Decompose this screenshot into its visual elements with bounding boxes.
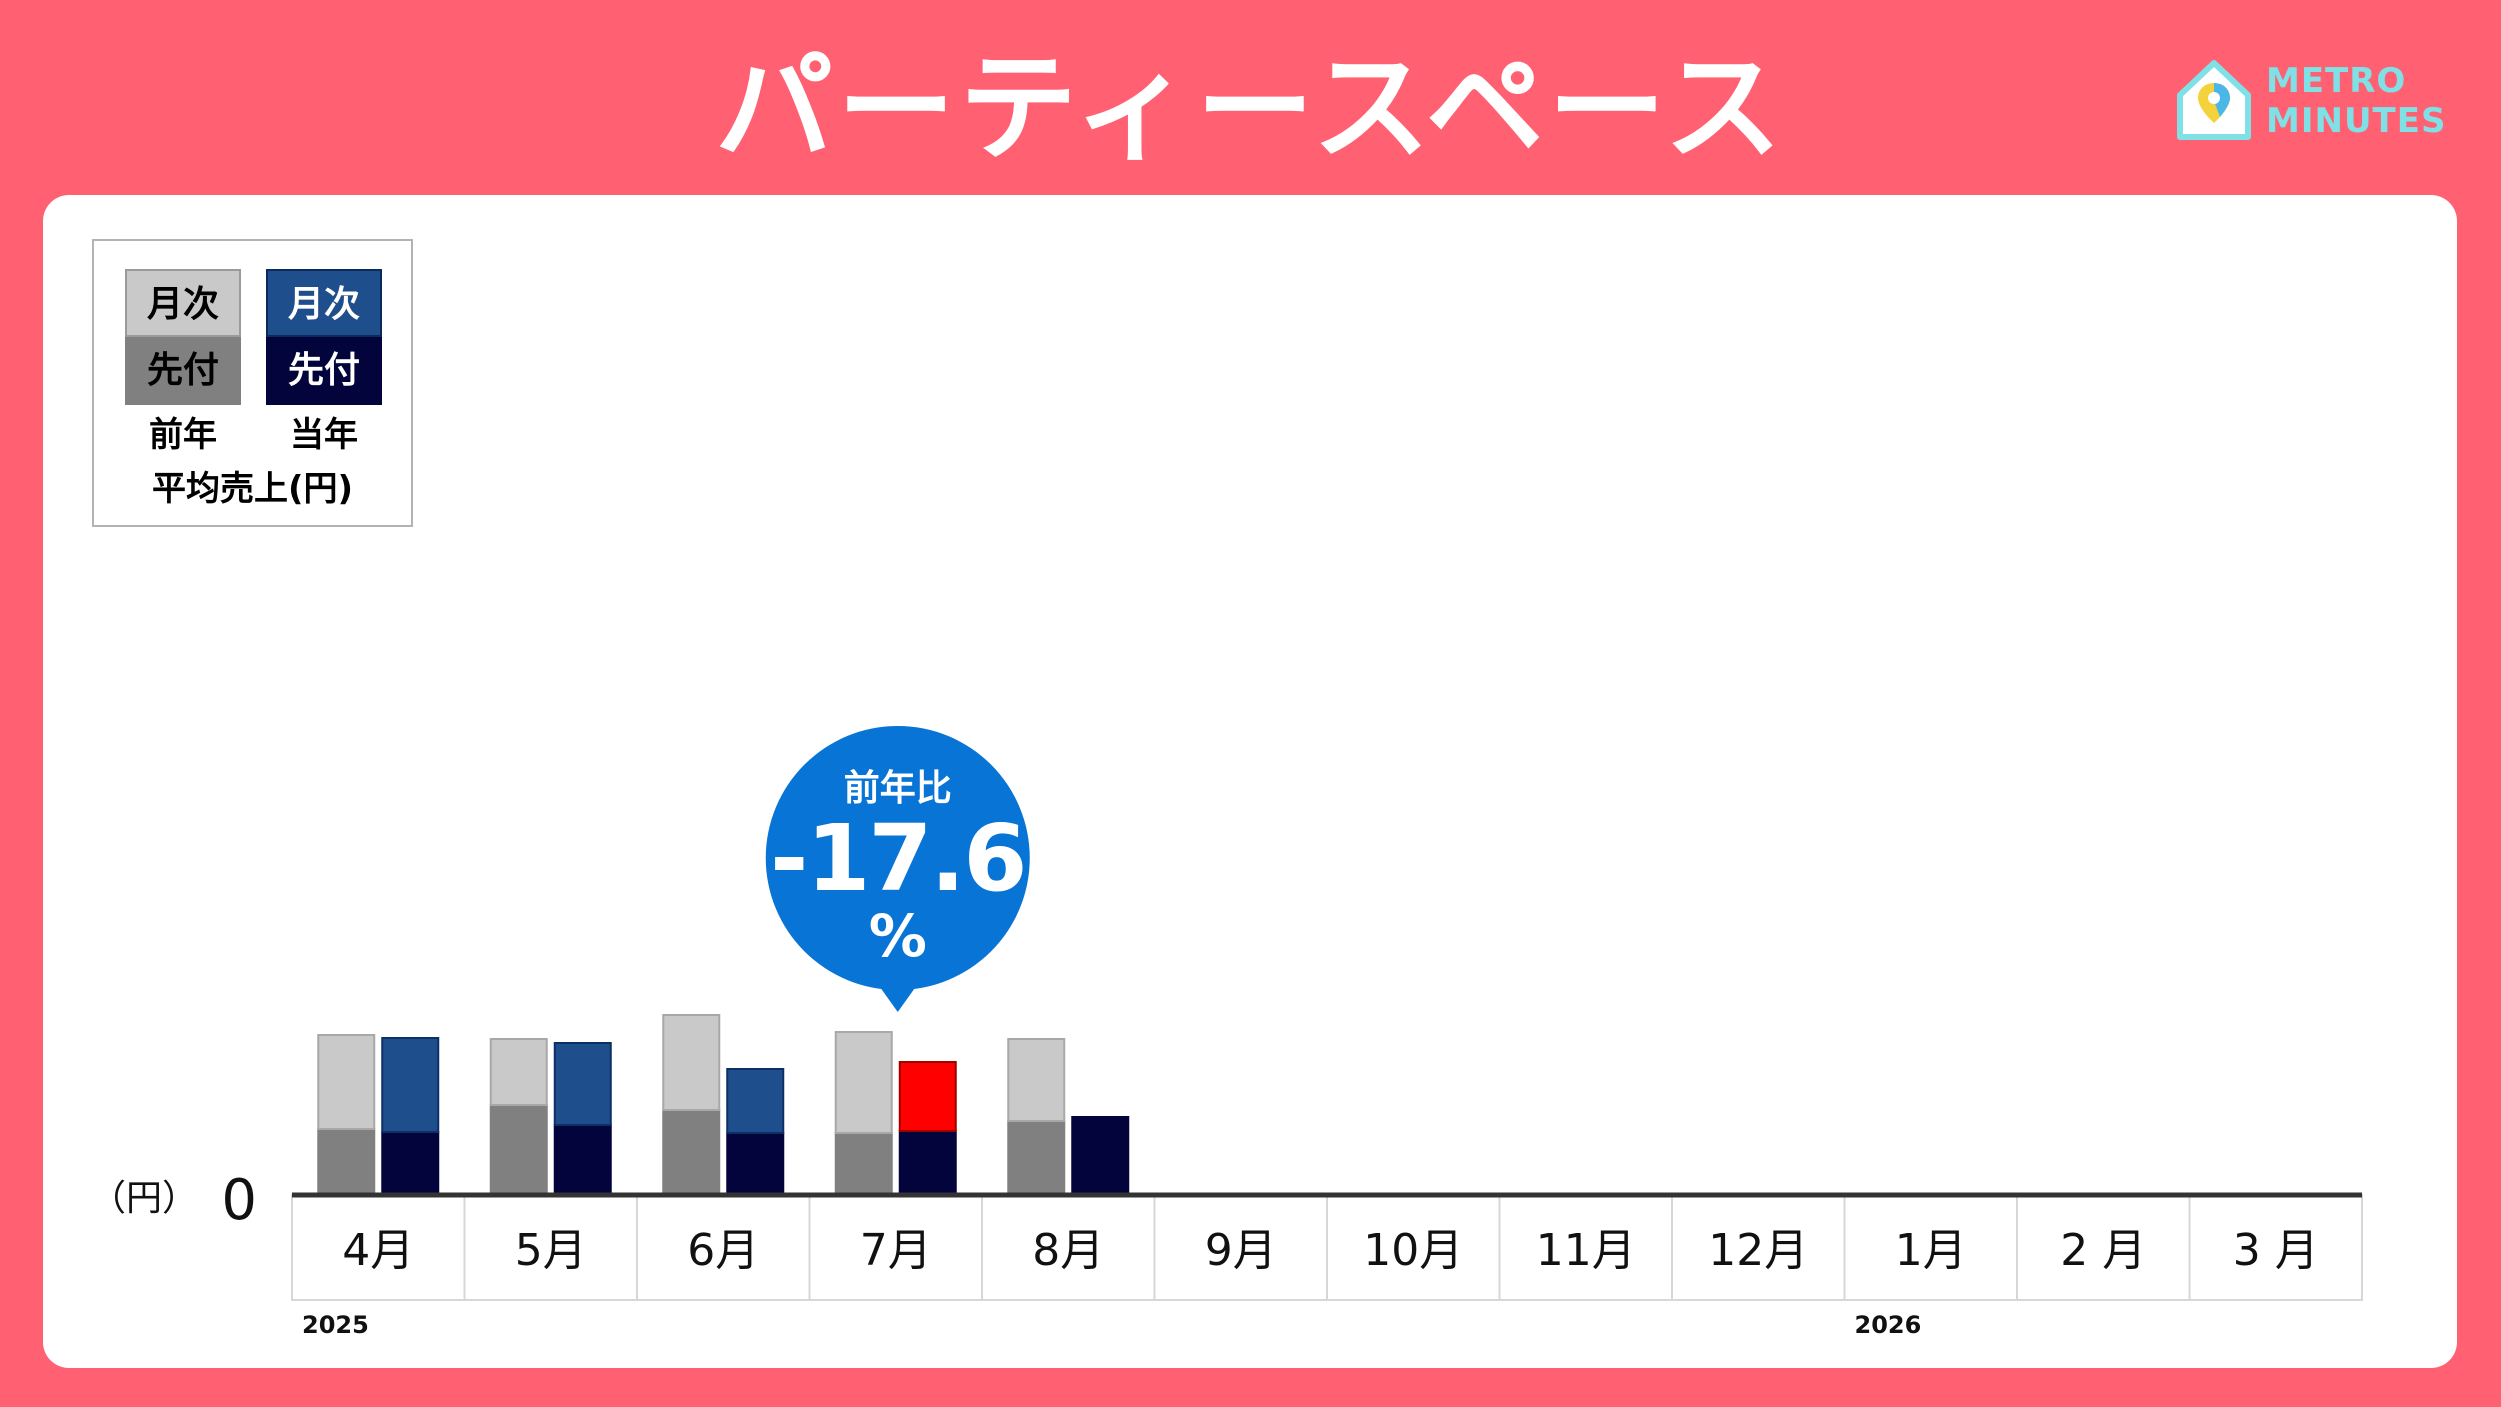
- legend-curr-monthly-swatch: 月次: [266, 269, 382, 337]
- bar-curr-monthly-highlight: [898, 1061, 957, 1132]
- y-zero-label: 0: [221, 1168, 257, 1233]
- bar-curr-advance: [381, 1131, 440, 1196]
- x-category-cell: [1326, 1194, 1501, 1301]
- legend-prev-advance-swatch: 先付: [125, 337, 241, 405]
- x-category-cell: [2188, 1194, 2363, 1301]
- brand-logo: METRO MINUTES: [2170, 55, 2445, 155]
- bar-prev-advance: [317, 1128, 376, 1196]
- x-tick-label: 10月: [1363, 1225, 1463, 1276]
- legend: 月次 先付 月次 先付 前年 当年 平均売上(円): [92, 239, 413, 527]
- bar-curr-monthly: [726, 1068, 785, 1134]
- year-label: 2025: [302, 1311, 369, 1339]
- yoy-label: 前年比: [844, 768, 952, 809]
- bar-curr-advance: [726, 1132, 785, 1196]
- x-category-cell: [1843, 1194, 2018, 1301]
- y-unit-label: （円）: [90, 1178, 198, 1219]
- bar-prev-monthly: [317, 1034, 376, 1130]
- bar-curr-monthly: [381, 1037, 440, 1133]
- bar-prev-monthly: [834, 1031, 893, 1134]
- x-category-cell: [981, 1194, 1156, 1301]
- x-tick-label: 9月: [1205, 1225, 1277, 1276]
- legend-prev-monthly-swatch: 月次: [125, 269, 241, 337]
- legend-curr-advance-swatch: 先付: [266, 337, 382, 405]
- bar-prev-advance: [662, 1109, 721, 1196]
- bar-curr-advance: [553, 1124, 612, 1196]
- x-category-cell: [1671, 1194, 1846, 1301]
- legend-caption: 平均売上(円): [151, 469, 354, 509]
- logo-line2: MINUTES: [2266, 101, 2447, 141]
- legend-curr-year-label: 当年: [290, 415, 358, 455]
- x-tick-label: 4月: [342, 1225, 414, 1276]
- x-tick-label: 11月: [1536, 1225, 1636, 1276]
- x-tick-label: 6月: [687, 1225, 759, 1276]
- x-category-cell: [636, 1194, 811, 1301]
- x-category-cell: [2016, 1194, 2191, 1301]
- year-label: 2026: [1855, 1311, 1922, 1339]
- bar-prev-monthly: [489, 1038, 548, 1106]
- bar-prev-monthly: [1007, 1038, 1066, 1122]
- x-tick-label: 7月: [860, 1225, 932, 1276]
- x-tick-label: 12月: [1708, 1225, 1808, 1276]
- bar-curr-monthly: [553, 1042, 612, 1126]
- bar-prev-advance: [1007, 1120, 1066, 1196]
- bar-prev-advance: [489, 1104, 548, 1196]
- x-category-cell: [808, 1194, 983, 1301]
- bar-curr-advance: [1071, 1116, 1130, 1196]
- bar-curr-advance: [898, 1130, 957, 1196]
- page-title: パーティースペース: [715, 39, 1786, 177]
- yoy-callout-bubble: [765, 726, 1030, 990]
- yoy-callout-pointer: [877, 984, 918, 1012]
- x-tick-label: 5月: [515, 1225, 587, 1276]
- x-tick-label: 8月: [1032, 1225, 1104, 1276]
- x-category-cell: [291, 1194, 466, 1301]
- bar-prev-monthly: [662, 1014, 721, 1111]
- x-tick-label: 1月: [1895, 1225, 1967, 1276]
- yoy-value: -17.6: [770, 805, 1025, 912]
- house-map-pin-icon: [2177, 60, 2251, 140]
- x-category-cell: [1153, 1194, 1328, 1301]
- logo-line1: METRO: [2266, 61, 2407, 101]
- bar-prev-advance: [834, 1132, 893, 1196]
- chart-panel: [43, 195, 2457, 1368]
- legend-prev-year-label: 前年: [149, 415, 217, 455]
- x-tick-label: 3 月: [2233, 1225, 2319, 1276]
- x-tick-label: 2 月: [2060, 1225, 2146, 1276]
- yoy-unit: %: [869, 902, 927, 970]
- x-category-cell: [463, 1194, 638, 1301]
